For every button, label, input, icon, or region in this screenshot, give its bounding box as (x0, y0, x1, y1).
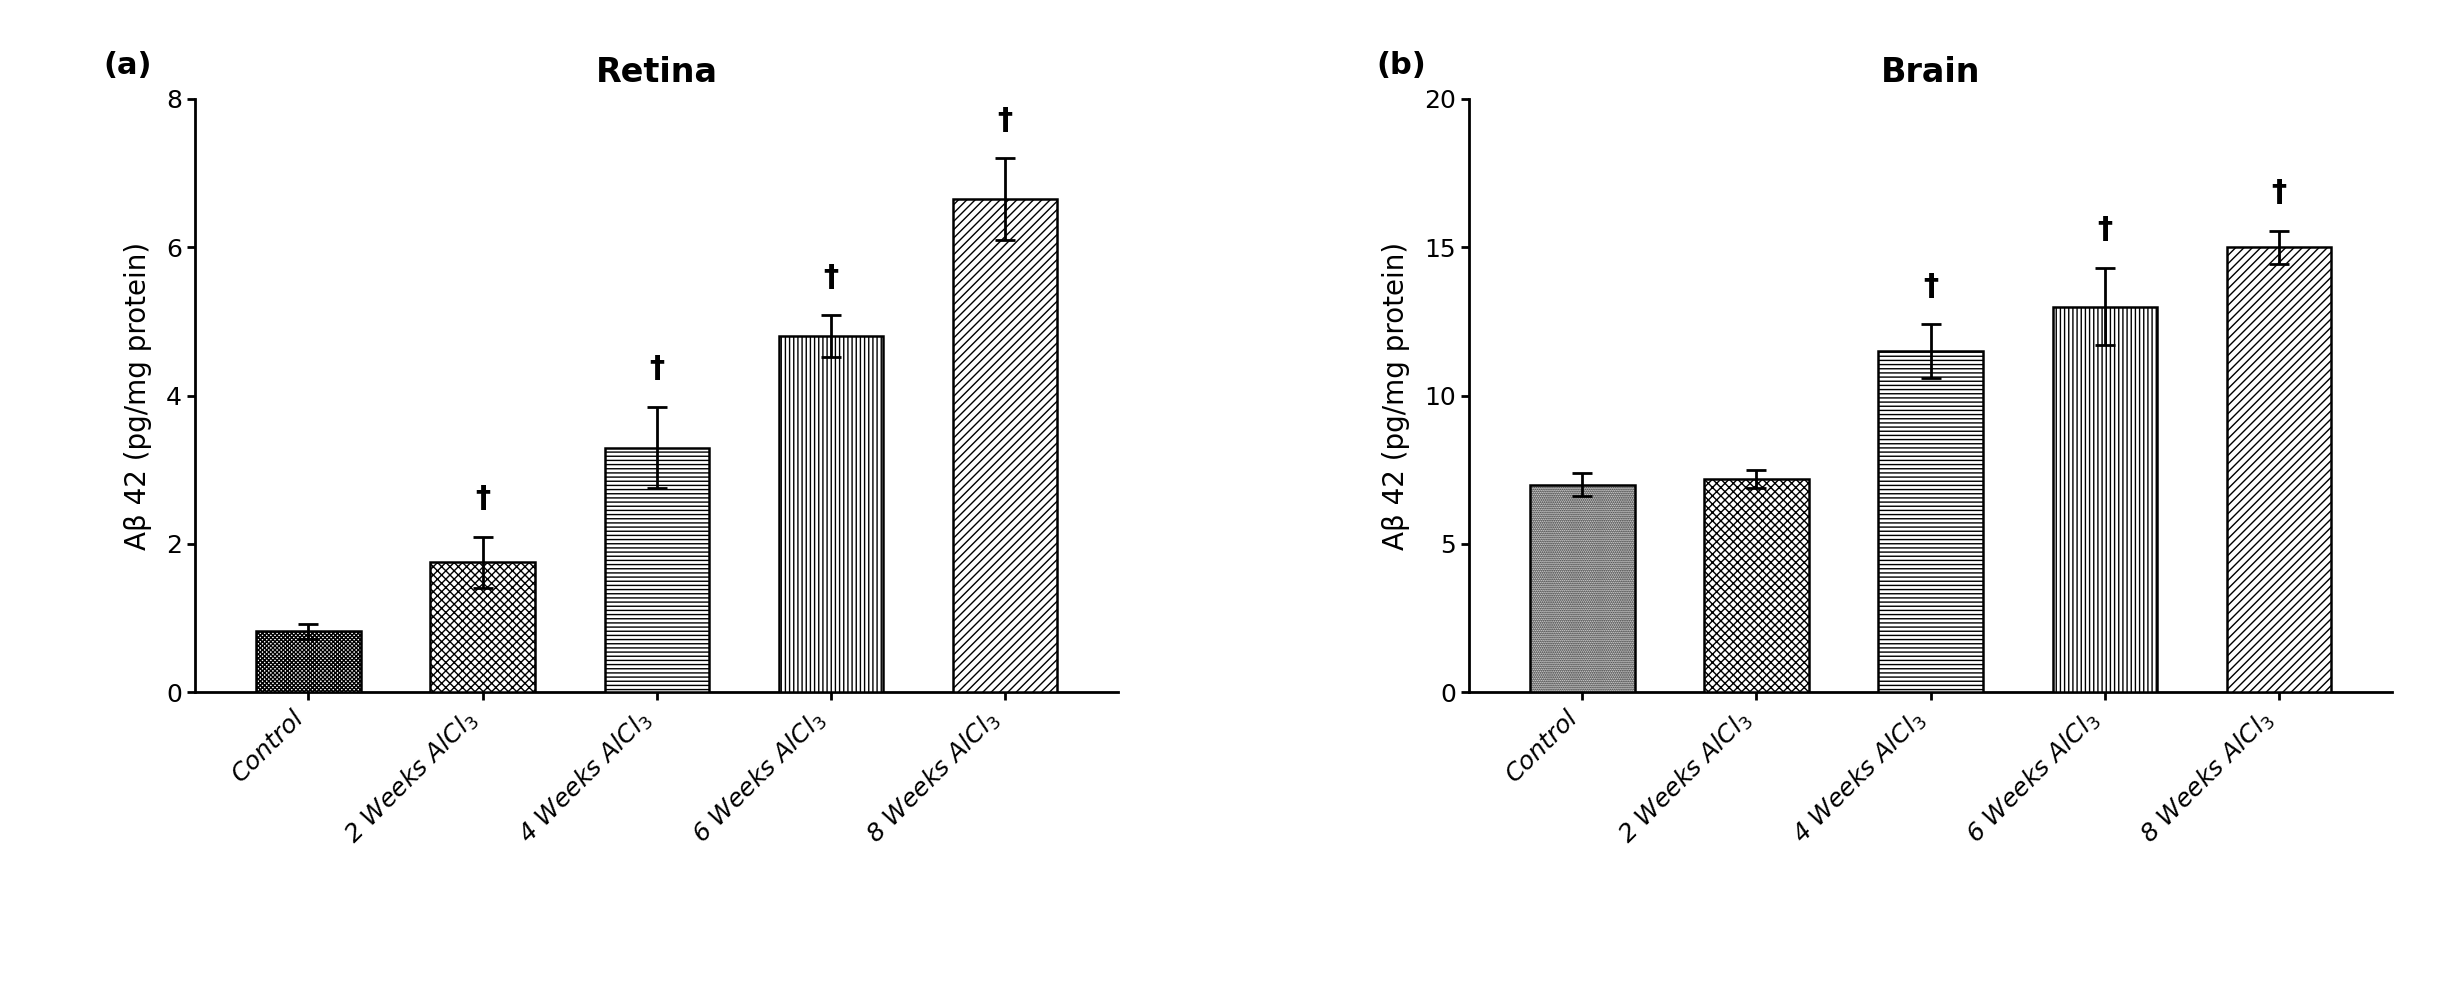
Text: †: † (476, 484, 491, 512)
Bar (430, 563, 535, 692)
Text: †: † (998, 106, 1013, 135)
Y-axis label: Aβ 42 (pg/mg protein): Aβ 42 (pg/mg protein) (1382, 241, 1411, 550)
Bar (779, 336, 884, 692)
Text: †: † (2097, 216, 2111, 244)
Title: Brain: Brain (1882, 56, 1980, 89)
Text: †: † (649, 354, 664, 383)
Bar (256, 632, 361, 692)
Title: Retina: Retina (596, 56, 718, 89)
Y-axis label: Aβ 42 (pg/mg protein): Aβ 42 (pg/mg protein) (124, 241, 151, 550)
Bar (1880, 351, 1982, 692)
Text: (a): (a) (103, 51, 151, 80)
Text: †: † (823, 263, 840, 292)
Text: †: † (1924, 272, 1938, 301)
Bar (1704, 479, 1809, 692)
Bar (1531, 485, 1635, 692)
Bar (2053, 307, 2158, 692)
Text: (b): (b) (1377, 51, 1426, 80)
Bar (952, 199, 1057, 692)
Text: †: † (2273, 178, 2287, 207)
Bar (605, 447, 708, 692)
Bar (2226, 247, 2331, 692)
